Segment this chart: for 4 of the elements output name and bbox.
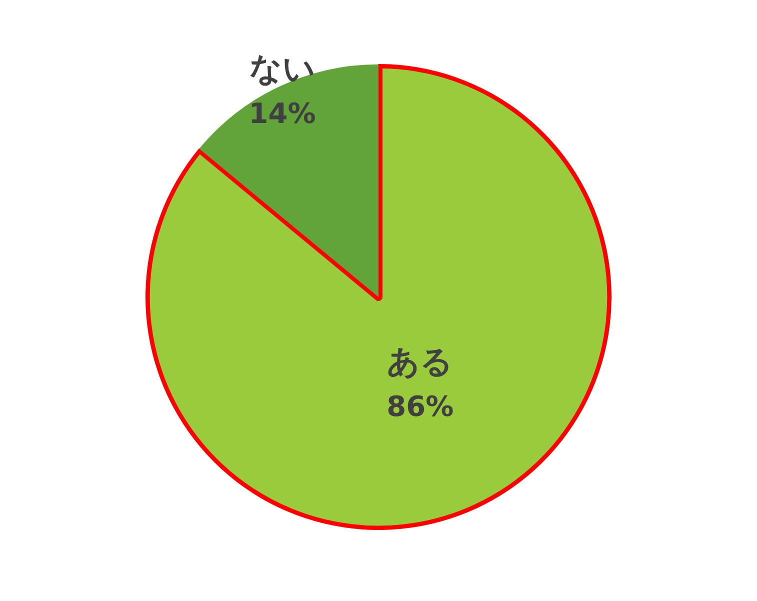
data-label: 86% [386, 390, 454, 423]
data-label: 14% [248, 96, 316, 130]
slice-label: ある [387, 343, 454, 380]
slice-label: ない [249, 50, 316, 86]
